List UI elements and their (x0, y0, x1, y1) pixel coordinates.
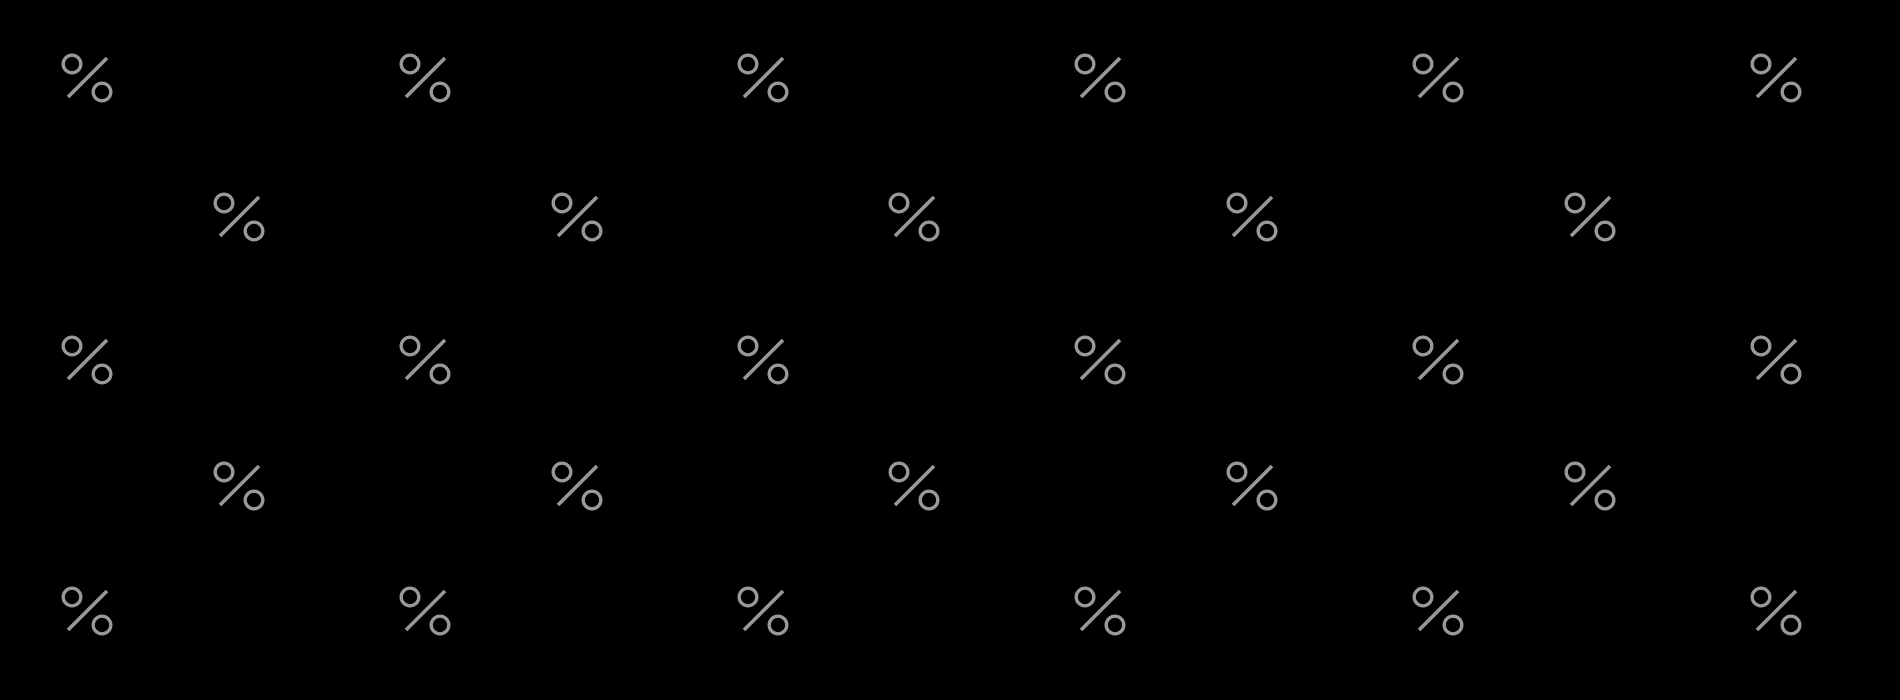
percent-icon (395, 331, 455, 391)
percent-icon (1222, 457, 1282, 517)
percent-icon (209, 457, 269, 517)
percent-icon (1560, 457, 1620, 517)
percent-icon (1746, 331, 1806, 391)
percent-icon (1408, 49, 1468, 109)
percent-icon (1746, 582, 1806, 642)
percent-icon (733, 331, 793, 391)
percent-icon (57, 331, 117, 391)
percent-icon (1070, 582, 1130, 642)
percent-icon (547, 188, 607, 248)
percent-icon (1222, 188, 1282, 248)
percent-icon (1408, 582, 1468, 642)
percent-icon (1070, 49, 1130, 109)
percent-icon (884, 188, 944, 248)
percent-icon (57, 49, 117, 109)
percent-icon (1560, 188, 1620, 248)
percent-icon (209, 188, 269, 248)
percent-icon (1746, 49, 1806, 109)
percent-icon (884, 457, 944, 517)
percent-icon (395, 49, 455, 109)
percent-icon (733, 582, 793, 642)
percent-icon (733, 49, 793, 109)
percent-icon (57, 582, 117, 642)
percent-icon (547, 457, 607, 517)
percent-icon (395, 582, 455, 642)
percent-icon (1408, 331, 1468, 391)
percent-icon (1070, 331, 1130, 391)
